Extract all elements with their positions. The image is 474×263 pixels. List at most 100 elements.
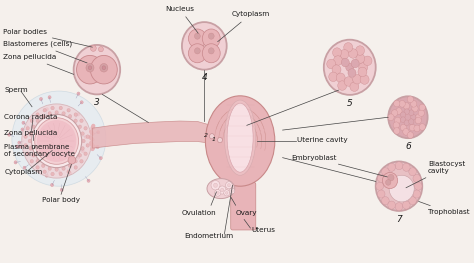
Circle shape [81, 146, 84, 150]
Circle shape [401, 117, 406, 123]
Ellipse shape [207, 179, 235, 199]
Circle shape [344, 43, 353, 52]
Circle shape [36, 113, 39, 117]
Circle shape [68, 171, 72, 175]
Circle shape [229, 188, 235, 194]
Circle shape [416, 114, 422, 120]
Circle shape [48, 96, 51, 99]
Circle shape [36, 166, 39, 169]
Circle shape [189, 44, 206, 63]
Circle shape [329, 72, 337, 82]
Circle shape [55, 111, 58, 114]
Circle shape [389, 175, 414, 202]
Text: Nucleus: Nucleus [165, 6, 198, 33]
Circle shape [231, 190, 233, 192]
Circle shape [29, 133, 32, 136]
Text: Cytoplasm: Cytoplasm [4, 169, 43, 175]
Circle shape [42, 114, 45, 118]
Circle shape [18, 141, 21, 144]
Circle shape [23, 166, 26, 169]
Ellipse shape [12, 91, 106, 186]
Circle shape [78, 125, 82, 129]
Text: Polar body: Polar body [42, 196, 80, 203]
Circle shape [202, 29, 220, 48]
Circle shape [388, 174, 394, 181]
Circle shape [401, 124, 407, 131]
Circle shape [22, 104, 91, 178]
Circle shape [86, 144, 90, 147]
Circle shape [419, 104, 425, 111]
Circle shape [26, 127, 29, 130]
Circle shape [80, 159, 83, 163]
Circle shape [32, 114, 82, 168]
Circle shape [332, 65, 341, 74]
Circle shape [29, 146, 32, 150]
Circle shape [213, 183, 218, 188]
Text: 3: 3 [94, 98, 100, 107]
Circle shape [388, 96, 428, 138]
Circle shape [409, 197, 416, 205]
Circle shape [418, 110, 424, 117]
Circle shape [350, 82, 359, 92]
Circle shape [99, 47, 103, 52]
Circle shape [86, 135, 90, 139]
Text: Ovulation: Ovulation [181, 210, 216, 216]
Circle shape [28, 139, 31, 143]
Circle shape [377, 190, 385, 198]
Circle shape [216, 191, 219, 194]
Circle shape [48, 167, 51, 170]
Circle shape [202, 44, 220, 63]
Circle shape [407, 132, 413, 138]
Text: Uterine cavity: Uterine cavity [297, 136, 347, 143]
Text: 5: 5 [347, 99, 353, 108]
Circle shape [77, 92, 80, 95]
Circle shape [348, 69, 356, 77]
Circle shape [376, 161, 422, 211]
Text: Trophoblast: Trophoblast [419, 201, 470, 215]
Text: Cytoplasm: Cytoplasm [218, 12, 269, 42]
Circle shape [51, 172, 54, 176]
Circle shape [182, 22, 227, 70]
Circle shape [412, 105, 418, 112]
Circle shape [55, 168, 58, 171]
Circle shape [78, 154, 82, 157]
Circle shape [410, 114, 416, 120]
Circle shape [404, 109, 410, 114]
Text: Embryoblast: Embryoblast [291, 155, 387, 177]
Circle shape [86, 63, 94, 72]
Text: Blastocyst
cavity: Blastocyst cavity [406, 161, 465, 188]
Circle shape [62, 112, 65, 115]
Circle shape [68, 156, 76, 164]
Circle shape [87, 179, 90, 183]
Circle shape [194, 33, 201, 39]
Text: Endometrium: Endometrium [184, 233, 233, 239]
Circle shape [388, 201, 395, 209]
Text: Uterus: Uterus [251, 227, 275, 233]
Circle shape [35, 118, 79, 164]
Circle shape [363, 56, 372, 65]
Circle shape [219, 186, 226, 194]
Circle shape [84, 135, 87, 139]
Circle shape [358, 67, 367, 77]
Circle shape [402, 163, 410, 171]
Circle shape [228, 184, 230, 187]
Circle shape [24, 135, 27, 139]
Circle shape [393, 122, 400, 129]
Circle shape [37, 120, 76, 162]
Circle shape [32, 125, 35, 129]
Text: Plasma membrane
of secondary oocyte: Plasma membrane of secondary oocyte [4, 144, 75, 157]
Circle shape [74, 119, 77, 123]
Circle shape [29, 145, 33, 149]
Circle shape [394, 128, 400, 134]
FancyBboxPatch shape [231, 183, 256, 230]
Circle shape [91, 55, 117, 84]
Circle shape [382, 197, 389, 205]
Text: Zona pellucida: Zona pellucida [4, 130, 57, 136]
Circle shape [414, 125, 420, 132]
Circle shape [409, 168, 416, 176]
Circle shape [84, 152, 87, 155]
Circle shape [385, 180, 391, 185]
Circle shape [68, 114, 72, 118]
Circle shape [401, 112, 406, 118]
Ellipse shape [205, 96, 275, 186]
